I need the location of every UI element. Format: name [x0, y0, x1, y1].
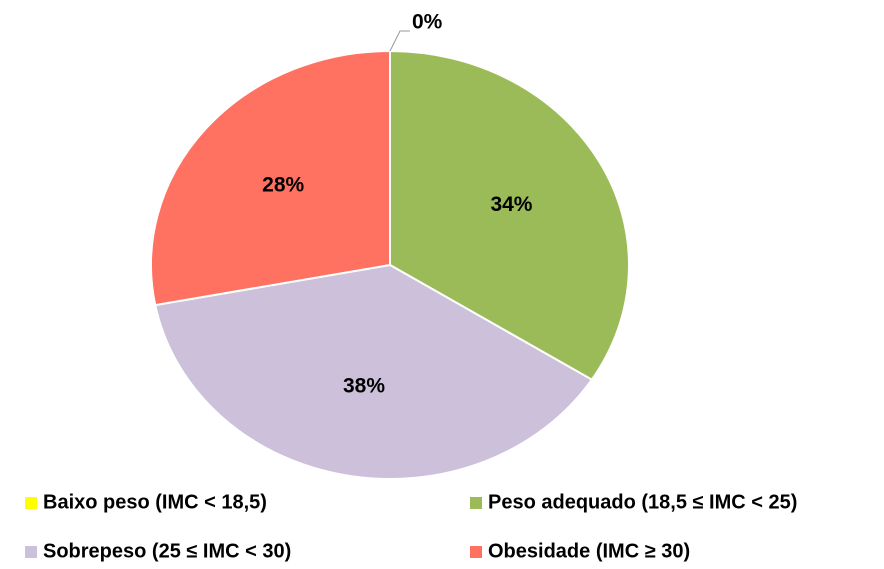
legend-marker: [25, 546, 37, 558]
legend-marker: [470, 497, 482, 509]
legend-label: Baixo peso (IMC < 18,5): [43, 491, 267, 513]
legend-marker: [25, 497, 37, 509]
legend-marker: [470, 546, 482, 558]
pie-slice: [389, 49, 630, 381]
pie-slice: [150, 49, 391, 307]
leader-line: [389, 30, 410, 52]
data-label: 0%: [412, 11, 443, 34]
data-label: 34%: [490, 193, 532, 216]
data-label: 28%: [262, 173, 304, 196]
legend-label: Sobrepeso (25 ≤ IMC < 30): [43, 540, 291, 562]
data-label: 38%: [343, 374, 385, 397]
pie-slice: [154, 263, 594, 480]
legend-label: Obesidade (IMC ≥ 30): [488, 540, 690, 562]
legend-label: Peso adequado (18,5 ≤ IMC < 25): [488, 491, 797, 513]
